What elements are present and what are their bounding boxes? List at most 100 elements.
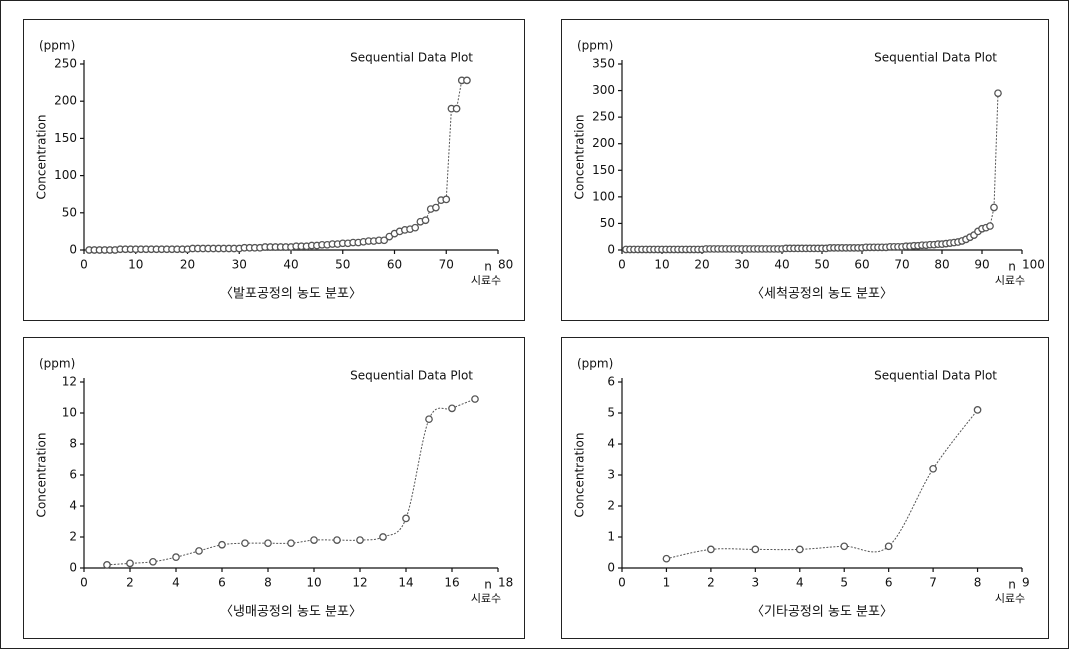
x-tick-label: 2 xyxy=(707,576,715,590)
y-tick-label: 4 xyxy=(69,499,77,513)
x-tick-label: 70 xyxy=(439,258,454,272)
x-tick-label: 20 xyxy=(694,258,709,272)
data-point xyxy=(452,104,461,113)
y-unit: (ppm) xyxy=(39,39,75,53)
y-tick-label: 8 xyxy=(69,437,77,451)
y-unit: (ppm) xyxy=(577,39,613,53)
data-line xyxy=(666,409,978,560)
data-point xyxy=(172,553,180,561)
x-label-2: 시료수 xyxy=(995,592,1025,605)
x-tick-label: 3 xyxy=(752,576,760,590)
x-label: n xyxy=(484,578,492,592)
data-point xyxy=(662,554,671,563)
x-tick-label: 20 xyxy=(180,258,195,272)
data-point xyxy=(840,542,849,551)
y-tick-label: 50 xyxy=(62,205,77,219)
data-point xyxy=(990,203,998,212)
y-tick-label: 200 xyxy=(592,136,615,150)
data-point xyxy=(751,545,760,554)
data-line xyxy=(89,79,467,251)
y-tick-label: 4 xyxy=(607,437,615,451)
x-tick-label: 90 xyxy=(974,258,989,272)
y-tick-label: 150 xyxy=(592,163,615,177)
data-point xyxy=(356,536,364,544)
y-unit: (ppm) xyxy=(39,357,75,371)
data-point xyxy=(103,561,111,569)
data-point xyxy=(471,395,479,403)
data-point xyxy=(333,536,341,544)
y-tick-label: 12 xyxy=(62,375,77,389)
x-tick-label: 30 xyxy=(232,258,247,272)
x-tick-label: 0 xyxy=(80,576,88,590)
data-point xyxy=(379,533,387,541)
x-tick-label: 30 xyxy=(734,258,749,272)
x-tick-label: 16 xyxy=(444,576,459,590)
data-point xyxy=(463,76,471,85)
x-tick-label: 0 xyxy=(618,258,626,272)
data-point xyxy=(126,559,134,568)
x-tick-label: 60 xyxy=(854,258,869,272)
data-point xyxy=(310,536,318,544)
data-point xyxy=(380,236,388,245)
y-tick-label: 2 xyxy=(607,499,615,513)
x-tick-label: 0 xyxy=(618,576,626,590)
x-tick-label: 50 xyxy=(814,258,829,272)
y-tick-label: 100 xyxy=(592,189,615,203)
y-tick-label: 0 xyxy=(69,561,77,575)
x-label: n xyxy=(1008,260,1016,274)
y-label: Concentration xyxy=(573,115,587,200)
y-label: Concentration xyxy=(35,115,49,200)
data-line xyxy=(106,398,476,566)
data-point xyxy=(411,223,420,232)
data-point xyxy=(287,539,295,548)
x-tick-label: 5 xyxy=(840,576,848,590)
y-tick-label: 200 xyxy=(54,94,77,108)
annotation: Sequential Data Plot xyxy=(874,51,997,65)
x-tick-label: 8 xyxy=(974,576,982,590)
x-tick-label: 10 xyxy=(128,258,143,272)
y-unit: (ppm) xyxy=(577,357,613,371)
x-tick-label: 4 xyxy=(172,576,180,590)
chart-title: 〈발포공정의 농도 분포〉 xyxy=(220,287,362,302)
data-point xyxy=(425,415,433,424)
x-label-2: 시료수 xyxy=(471,274,501,287)
y-tick-label: 250 xyxy=(592,110,615,124)
annotation: Sequential Data Plot xyxy=(874,369,997,383)
data-point xyxy=(707,545,715,554)
y-tick-label: 6 xyxy=(69,468,77,482)
data-line xyxy=(626,93,999,250)
x-tick-label: 0 xyxy=(80,258,88,272)
x-tick-label: 80 xyxy=(934,258,949,272)
data-point xyxy=(994,89,1002,98)
chart-title: 〈기타공정의 농도 분포〉 xyxy=(751,605,893,620)
y-label: Concentration xyxy=(573,433,587,518)
y-tick-label: 10 xyxy=(62,406,77,420)
x-tick-label: 18 xyxy=(498,576,513,590)
x-tick-label: 7 xyxy=(929,576,937,590)
x-tick-label: 6 xyxy=(885,576,893,590)
y-tick-label: 250 xyxy=(54,57,77,71)
data-point xyxy=(986,222,994,230)
data-point xyxy=(432,203,440,212)
data-point xyxy=(929,464,937,473)
data-point xyxy=(264,539,272,548)
x-tick-label: 8 xyxy=(264,576,272,590)
y-tick-label: 3 xyxy=(607,468,615,482)
data-point xyxy=(149,557,157,566)
x-tick-label: 40 xyxy=(774,258,789,272)
x-label-2: 시료수 xyxy=(995,274,1025,287)
x-tick-label: 60 xyxy=(387,258,402,272)
annotation: Sequential Data Plot xyxy=(350,369,473,383)
y-tick-label: 0 xyxy=(607,243,615,257)
annotation: Sequential Data Plot xyxy=(350,51,473,65)
y-tick-label: 2 xyxy=(69,530,77,544)
x-tick-label: 100 xyxy=(1022,258,1045,272)
y-tick-label: 100 xyxy=(54,168,77,182)
x-tick-label: 40 xyxy=(283,258,298,272)
x-tick-label: 80 xyxy=(498,258,513,272)
x-tick-label: 70 xyxy=(894,258,909,272)
x-tick-label: 50 xyxy=(335,258,350,272)
